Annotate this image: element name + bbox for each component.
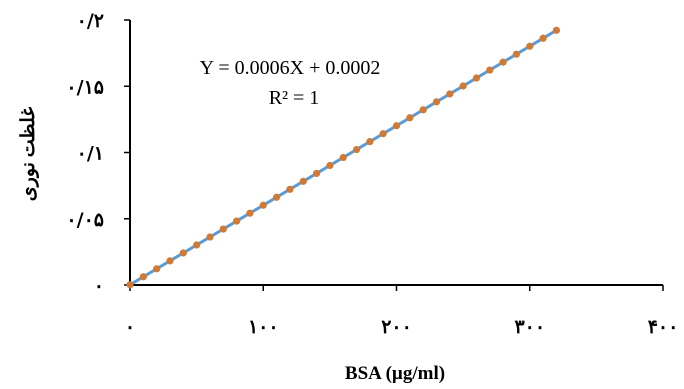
y-tick-label: ٠/٢: [77, 10, 104, 32]
x-tick-label: ٠: [125, 316, 135, 338]
data-point: [126, 281, 134, 289]
data-point: [179, 249, 187, 257]
data-point: [552, 26, 561, 34]
data-point: [352, 145, 361, 154]
y-tick-label: ٠/٠۵: [66, 209, 104, 231]
data-point: [366, 138, 374, 146]
x-tick-label: ٢٠٠: [381, 316, 412, 338]
data-point: [166, 257, 174, 265]
data-point: [339, 153, 347, 162]
r-squared-label: R² = 1: [269, 87, 320, 109]
data-point: [259, 201, 267, 209]
data-point: [459, 82, 467, 90]
x-tick-label: ٣٠٠: [514, 316, 545, 338]
y-axis-title: غلظت نوری: [18, 107, 39, 201]
data-point: [299, 177, 307, 185]
data-point: [432, 98, 441, 106]
data-point: [419, 106, 427, 114]
data-point: [206, 233, 214, 241]
data-point: [446, 90, 454, 98]
data-point: [486, 66, 494, 74]
data-point: [153, 265, 161, 273]
x-tick-label: ١٠٠: [248, 316, 279, 338]
data-point: [246, 209, 254, 217]
data-point: [233, 217, 241, 225]
data-point: [272, 193, 281, 201]
y-tick-label: ٠/١۵: [66, 76, 104, 98]
data-series: [126, 26, 561, 289]
ticks: ٠ ١٠٠ ٢٠٠ ٣٠٠ ۴٠٠ ٠ ٠/٠۵ ٠/١ ٠/١۵ ٠/٢: [66, 10, 678, 338]
data-point: [379, 130, 387, 138]
y-tick-label: ٠/١: [77, 143, 104, 165]
data-point: [286, 185, 294, 193]
data-point: [539, 34, 547, 42]
data-point: [512, 50, 521, 58]
trendline-equation: Y = 0.0006X + 0.0002: [200, 57, 381, 79]
data-point: [406, 114, 414, 122]
data-point: [526, 42, 534, 50]
x-tick-label: ۴٠٠: [648, 316, 679, 338]
x-axis-title: BSA (µg/ml): [345, 363, 445, 384]
data-point: [499, 58, 507, 66]
y-tick-label: ٠: [94, 275, 104, 297]
data-point: [392, 122, 401, 130]
data-point: [312, 169, 321, 178]
data-point: [139, 273, 147, 281]
data-point: [472, 74, 481, 82]
data-point: [326, 161, 334, 170]
data-point: [219, 225, 227, 233]
data-point: [193, 241, 201, 249]
